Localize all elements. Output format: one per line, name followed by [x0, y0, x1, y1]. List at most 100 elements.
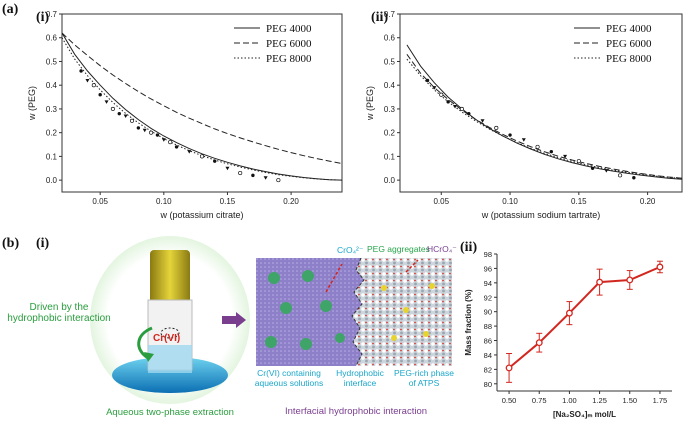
data-point — [263, 176, 268, 180]
x-axis-label: [Na₂SO₄]ₘ mol/L — [553, 410, 616, 419]
data-point — [123, 114, 128, 119]
data-point — [425, 78, 430, 83]
data-point — [596, 278, 604, 286]
data-point — [136, 126, 141, 130]
data-point — [505, 364, 513, 372]
y-tick-label: 90 — [484, 308, 492, 317]
y-tick-label: 98 — [484, 250, 492, 259]
y-tick-label: 82 — [484, 365, 492, 374]
data-point — [276, 178, 281, 183]
legend-label: PEG 8000 — [606, 53, 652, 65]
data-point — [117, 111, 121, 116]
data-point — [213, 159, 217, 163]
x-tick-label: 0.10 — [156, 197, 172, 206]
x-tick-label: 1.50 — [622, 396, 637, 405]
cr-arrow-icon — [325, 263, 343, 293]
driven-text: Driven by the hydrophobic interaction — [7, 302, 111, 324]
vial-cap — [150, 250, 190, 305]
y-tick-label: 0.0 — [46, 176, 58, 185]
vial-illustration — [112, 250, 228, 393]
peg-rich-region — [352, 258, 452, 366]
legend-label: PEG 4000 — [266, 23, 312, 35]
data-point — [467, 111, 471, 116]
data-point — [494, 125, 499, 130]
hydro-interface-label: Hydrophobic interface — [336, 368, 384, 388]
process-arrow-icon — [222, 312, 246, 328]
data-point — [251, 173, 255, 178]
green-arrowhead-icon — [144, 352, 154, 362]
y-tick-label: 0.5 — [384, 57, 396, 66]
y-tick-label: 84 — [484, 351, 492, 360]
x-tick-label: 1.75 — [653, 396, 668, 405]
water-pool — [112, 357, 228, 393]
chart-phase-diagram-citrate: 0.0 0.1 0.2 0.3 0.4 0.5 0.6 0.7 0.05 0.10 0.15 0.20… — [27, 10, 343, 220]
y-axis-label: Mass fraction (%) — [464, 289, 473, 356]
data-point — [535, 339, 543, 347]
y-axis-label: w (PEG) — [27, 86, 37, 121]
data-point — [104, 100, 109, 104]
cr-solution-label: Cr(VI) containing aqueous solutions — [254, 368, 324, 388]
chart-mass-fraction: 80 82 84 86 88 90 92 94 96 98 0.50 0.75 1.00 1.25 1.50… — [464, 250, 672, 419]
x-axis-label: w (potassium sodium tartrate) — [481, 210, 601, 220]
x-tick-label: 0.15 — [571, 197, 587, 206]
peg-aggregates-label: PEG aggregates — [367, 244, 430, 254]
x-tick-label: 1.25 — [592, 396, 607, 405]
x-tick-label: 1.00 — [562, 396, 577, 405]
y-tick-label: 0.4 — [46, 81, 58, 90]
y-tick-label: 0.6 — [46, 34, 58, 43]
panel-label-a-i: (i) — [36, 10, 50, 25]
hcro4-arrow-icon — [405, 259, 419, 273]
legend-label: PEG 4000 — [606, 23, 652, 35]
data-point — [432, 86, 437, 90]
data-point — [161, 138, 166, 142]
data-point — [576, 159, 581, 164]
data-point — [187, 150, 192, 154]
data-point — [549, 149, 554, 154]
green-arrow-icon — [137, 326, 153, 360]
y-tick-label: 0.7 — [46, 10, 58, 19]
data-point — [155, 133, 160, 137]
data-point — [174, 145, 179, 149]
data-point — [565, 309, 573, 317]
data-point — [91, 83, 96, 88]
data-point — [480, 119, 485, 123]
cro4-label: CrO₄²⁻ — [337, 245, 364, 255]
y-tick-label: 92 — [484, 293, 492, 302]
data-point — [439, 92, 444, 97]
data-point — [238, 170, 243, 176]
series-line-2 — [406, 54, 682, 179]
data-point — [508, 133, 512, 137]
y-tick-label: 0.0 — [384, 176, 396, 185]
aqueous-label: Aqueous two-phase extraction — [106, 407, 234, 418]
chart-phase-diagram-tartrate: 0.0 0.1 0.2 0.3 0.4 0.5 0.6 0.7 0.05 0.10 0.15 0.20… — [365, 10, 683, 220]
y-tick-label: 0.2 — [384, 129, 396, 138]
data-point — [459, 106, 464, 111]
x-tick-label: 0.05 — [92, 197, 108, 206]
y-tick-label: 0.5 — [46, 57, 58, 66]
data-point — [632, 176, 636, 180]
legend-label: PEG 6000 — [266, 38, 312, 50]
cr-clusters — [265, 270, 345, 350]
panel-label-b-ii: (ii) — [460, 240, 478, 255]
data-point — [535, 144, 540, 149]
series-line-1 — [62, 32, 342, 181]
x-axis-label: w (potassium citrate) — [159, 210, 243, 220]
y-axis-label: w (PEG) — [365, 86, 375, 121]
panel-label-b-i: (i) — [36, 236, 50, 251]
panel-label-b: (b) — [2, 236, 20, 251]
y-tick-label: 0.2 — [46, 129, 58, 138]
y-tick-label: 0.3 — [46, 105, 58, 114]
data-point — [142, 128, 147, 133]
y-tick-label: 86 — [484, 337, 492, 346]
data-point — [656, 263, 664, 271]
peg-rich-label: PEG-rich phase of ATPS — [394, 368, 454, 388]
data-point — [563, 154, 568, 159]
series-line-2 — [62, 32, 342, 164]
y-tick-label: 0.4 — [384, 81, 396, 90]
data-point — [446, 100, 450, 104]
interface-marker — [160, 327, 180, 339]
data-point — [199, 154, 205, 159]
y-tick-label: 0.7 — [384, 10, 396, 19]
legend-label: PEG 8000 — [266, 53, 312, 65]
y-tick-label: 96 — [484, 264, 492, 273]
